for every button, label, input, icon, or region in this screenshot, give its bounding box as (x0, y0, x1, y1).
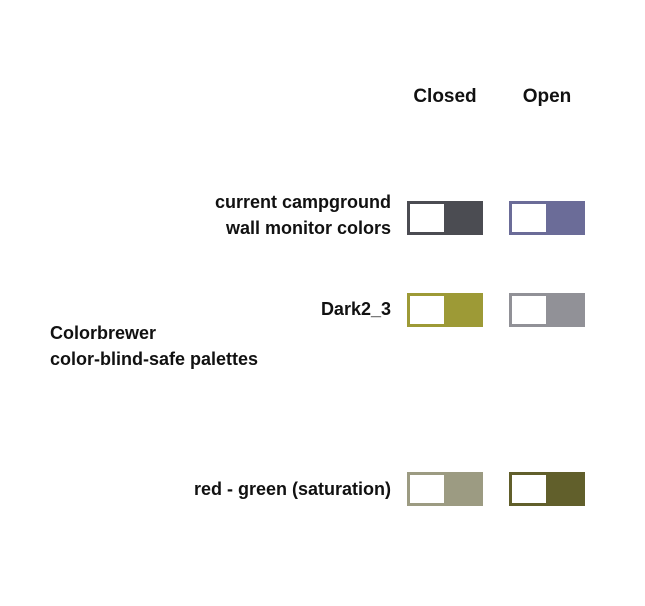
swatch-closed-current (407, 201, 483, 235)
swatch-white-half (410, 475, 444, 503)
swatch-closed-dark2 (407, 293, 483, 327)
swatch-fill-half (546, 475, 582, 503)
row-label-line1: current campground (214, 192, 391, 212)
swatch-fill-half (444, 475, 480, 503)
swatch-white-half (512, 475, 546, 503)
row-label-current-campground: current campground wall monitor colors (215, 189, 391, 241)
swatch-open-dark2 (509, 293, 585, 327)
swatch-fill-half (444, 204, 480, 232)
swatch-white-half (410, 296, 444, 324)
group-label-line1: Colorbrewer (50, 323, 157, 343)
row-label-line1: red - green (saturation) (193, 479, 391, 499)
row-label-line1: Dark2_3 (320, 299, 391, 319)
row-label-line2: wall monitor colors (225, 218, 391, 238)
row-label-red-green: red - green (saturation) (194, 476, 391, 502)
column-header-closed: Closed (413, 86, 477, 107)
swatch-white-half (512, 204, 546, 232)
swatch-open-current (509, 201, 585, 235)
swatch-white-half (512, 296, 546, 324)
row-label-dark2-3: Dark2_3 (321, 296, 391, 322)
swatch-open-red-green (509, 472, 585, 506)
column-header-open: Open (522, 86, 572, 107)
swatch-fill-half (546, 296, 582, 324)
swatch-closed-red-green (407, 472, 483, 506)
swatch-fill-half (546, 204, 582, 232)
swatch-white-half (410, 204, 444, 232)
group-label-colorbrewer: Colorbrewer color-blind-safe palettes (50, 320, 258, 372)
group-label-line2: color-blind-safe palettes (50, 349, 259, 369)
swatch-fill-half (444, 296, 480, 324)
